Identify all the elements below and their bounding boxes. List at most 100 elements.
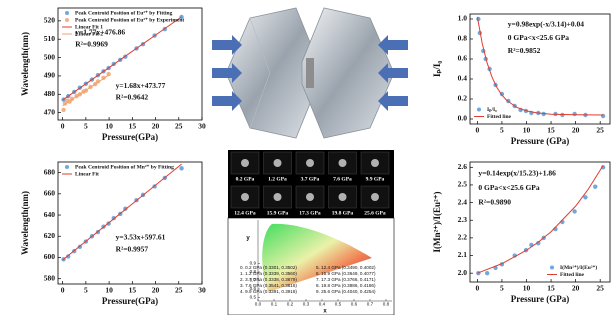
cie-x-tick-label: 0.7 <box>367 302 374 307</box>
cie-x-tick-label: 0.6 <box>351 302 358 307</box>
data-point <box>593 185 597 189</box>
x-tick-label: 20 <box>152 286 160 295</box>
legend-label: Iₚ/I₀ <box>487 107 497 113</box>
y-tick-label: 470 <box>44 107 56 116</box>
annotation: R²=0.9642 <box>116 92 149 101</box>
data-point <box>179 166 183 170</box>
photo-label: 25.6 GPa <box>364 210 386 216</box>
photo-glow <box>241 193 249 201</box>
x-tick-label: 0 <box>61 122 65 131</box>
cie-x-tick-label: 0.1 <box>271 302 278 307</box>
x-tick-label: 25 <box>596 126 604 135</box>
photo-label: 3.7 GPa <box>301 176 320 182</box>
y-tick-label: 2.3 <box>458 215 468 224</box>
y-axis-label: I(Mn²⁺)/I(Eu²⁺) <box>432 192 442 253</box>
fit-line <box>63 75 109 106</box>
y-tick-label: 2.0 <box>458 268 468 277</box>
y-tick-label: 2.5 <box>458 180 468 189</box>
photo-glow <box>371 193 379 201</box>
arrows-left <box>212 35 242 111</box>
y-tick-label: 0.6 <box>458 54 468 63</box>
cie-table-row: 3. 7.6 GPa (0.3541, 0.3816) <box>240 283 297 288</box>
annotation: y=3.53x+597.61 <box>116 232 166 241</box>
cie-y-tick-label: 0.5 <box>250 295 257 300</box>
cie-table-row: 1. 1.2 GPa (0.3339, 0.3560) <box>240 271 297 276</box>
photo-glow <box>274 193 282 201</box>
x-tick-label: 25 <box>175 286 183 295</box>
legend-marker <box>65 11 69 15</box>
photo-glow <box>306 193 314 201</box>
annotation: 0 GPa<x<25.6 GPa <box>508 33 570 42</box>
x-tick-label: 15 <box>547 284 555 293</box>
x-tick-label: 20 <box>572 284 580 293</box>
legend-label: Peak Centroid Position of Eu²⁺ by Experi… <box>75 16 184 23</box>
fit-line <box>477 17 603 115</box>
annotation: y=0.98exp(-x/3.14)+0.04 <box>508 20 584 29</box>
photo-label: 0.2 GPa <box>236 176 255 182</box>
y-tick-label: 1.0 <box>458 14 468 23</box>
plot-frame <box>58 162 202 284</box>
cie-table-row: 9. 25.6 GPa (0.4040, 0.4254) <box>316 289 376 294</box>
chart: 051015202530470480490500510520Pressure(G… <box>20 8 206 142</box>
x-tick-label: 30 <box>198 286 206 295</box>
photo-glow <box>371 159 379 167</box>
legend-label: I(Mn²⁺)/I(Eu²⁺) <box>560 264 597 271</box>
photo-label: 7.6 GPa <box>333 176 352 182</box>
x-tick-label: 5 <box>84 122 88 131</box>
x-tick-label: 25 <box>596 284 604 293</box>
annotation: R²=0.9852 <box>508 46 541 55</box>
annotation: y=1.68x+473.77 <box>116 81 166 90</box>
legend-marker <box>477 108 481 112</box>
photo-label: 1.2 GPa <box>268 176 287 182</box>
y-tick-label: 510 <box>44 34 56 43</box>
annotation: R²=0.9957 <box>116 245 149 254</box>
cie-table-row: 0. 0.2 GPa (0.3301, 0.3502) <box>240 265 297 270</box>
anvil-illustration <box>212 8 408 138</box>
gasket <box>306 58 314 88</box>
x-tick-label: 5 <box>500 126 504 135</box>
photo-glow <box>339 193 347 201</box>
annotation: y=1.77x+476.86 <box>75 27 125 36</box>
x-tick-label: 0 <box>475 284 479 293</box>
photo-label: 19.8 GPa <box>332 210 354 216</box>
figure: 0.2 GPa 1.2 GPa 3.7 GPa 7.6 GPa 9.9 GPa 12.4 … <box>0 0 616 315</box>
legend-marker <box>65 18 69 22</box>
x-axis-label: Pressure(GPa) <box>102 132 158 142</box>
data-point <box>572 209 576 213</box>
y-axis-label: Wavelength(nm) <box>20 32 30 96</box>
cie-x-tick-label: 0.5 <box>335 302 342 307</box>
cie-table-row: 5. 12.4 GPa (0.3490, 0.4002) <box>316 265 376 270</box>
cie-x-tick-label: 0.3 <box>303 302 310 307</box>
y-tick-label: 580 <box>44 273 56 282</box>
cie-table-row: 2. 3.7 GPa (0.3338, 0.3679) <box>240 277 297 282</box>
photo-glow <box>274 159 282 167</box>
photo-label: 12.4 GPa <box>234 210 256 216</box>
x-tick-label: 15 <box>129 286 137 295</box>
y-tick-label: 600 <box>44 252 56 261</box>
y-tick-label: 0.0 <box>458 114 468 123</box>
x-tick-label: 0 <box>61 286 65 295</box>
y-tick-label: 680 <box>44 167 56 176</box>
data-point <box>485 271 489 275</box>
cie-x-tick-label: 0.2 <box>287 302 294 307</box>
y-axis-label: Iₚ/I₀ <box>432 61 442 77</box>
photo-glow <box>306 159 314 167</box>
data-point <box>61 108 65 112</box>
legend-label: Peak Centroid Position of Mn²⁺ by Fittin… <box>75 163 174 170</box>
x-tick-label: 30 <box>198 122 206 131</box>
cie-x-tick-label: 0.8 <box>383 302 390 307</box>
y-tick-label: 2.4 <box>458 197 468 206</box>
y-tick-label: 0.4 <box>458 74 468 83</box>
y-tick-label: 620 <box>44 231 56 240</box>
photo-label: 9.9 GPa <box>366 176 385 182</box>
x-tick-label: 0 <box>475 126 479 135</box>
y-tick-label: 0.2 <box>458 94 468 103</box>
x-tick-label: 15 <box>129 122 137 131</box>
x-tick-label: 15 <box>547 126 555 135</box>
cie-table-row: 7. 17.3 GPa (0.3766, 0.4171) <box>316 277 376 282</box>
legend-marker <box>65 165 69 169</box>
chart: 051015202530580600620640660680Pressure(G… <box>20 162 206 306</box>
cie-x-tick-label: 0.0 <box>255 302 262 307</box>
annotation: 0 GPa<x<25.6 GPa <box>478 183 540 192</box>
y-tick-label: 480 <box>44 89 56 98</box>
